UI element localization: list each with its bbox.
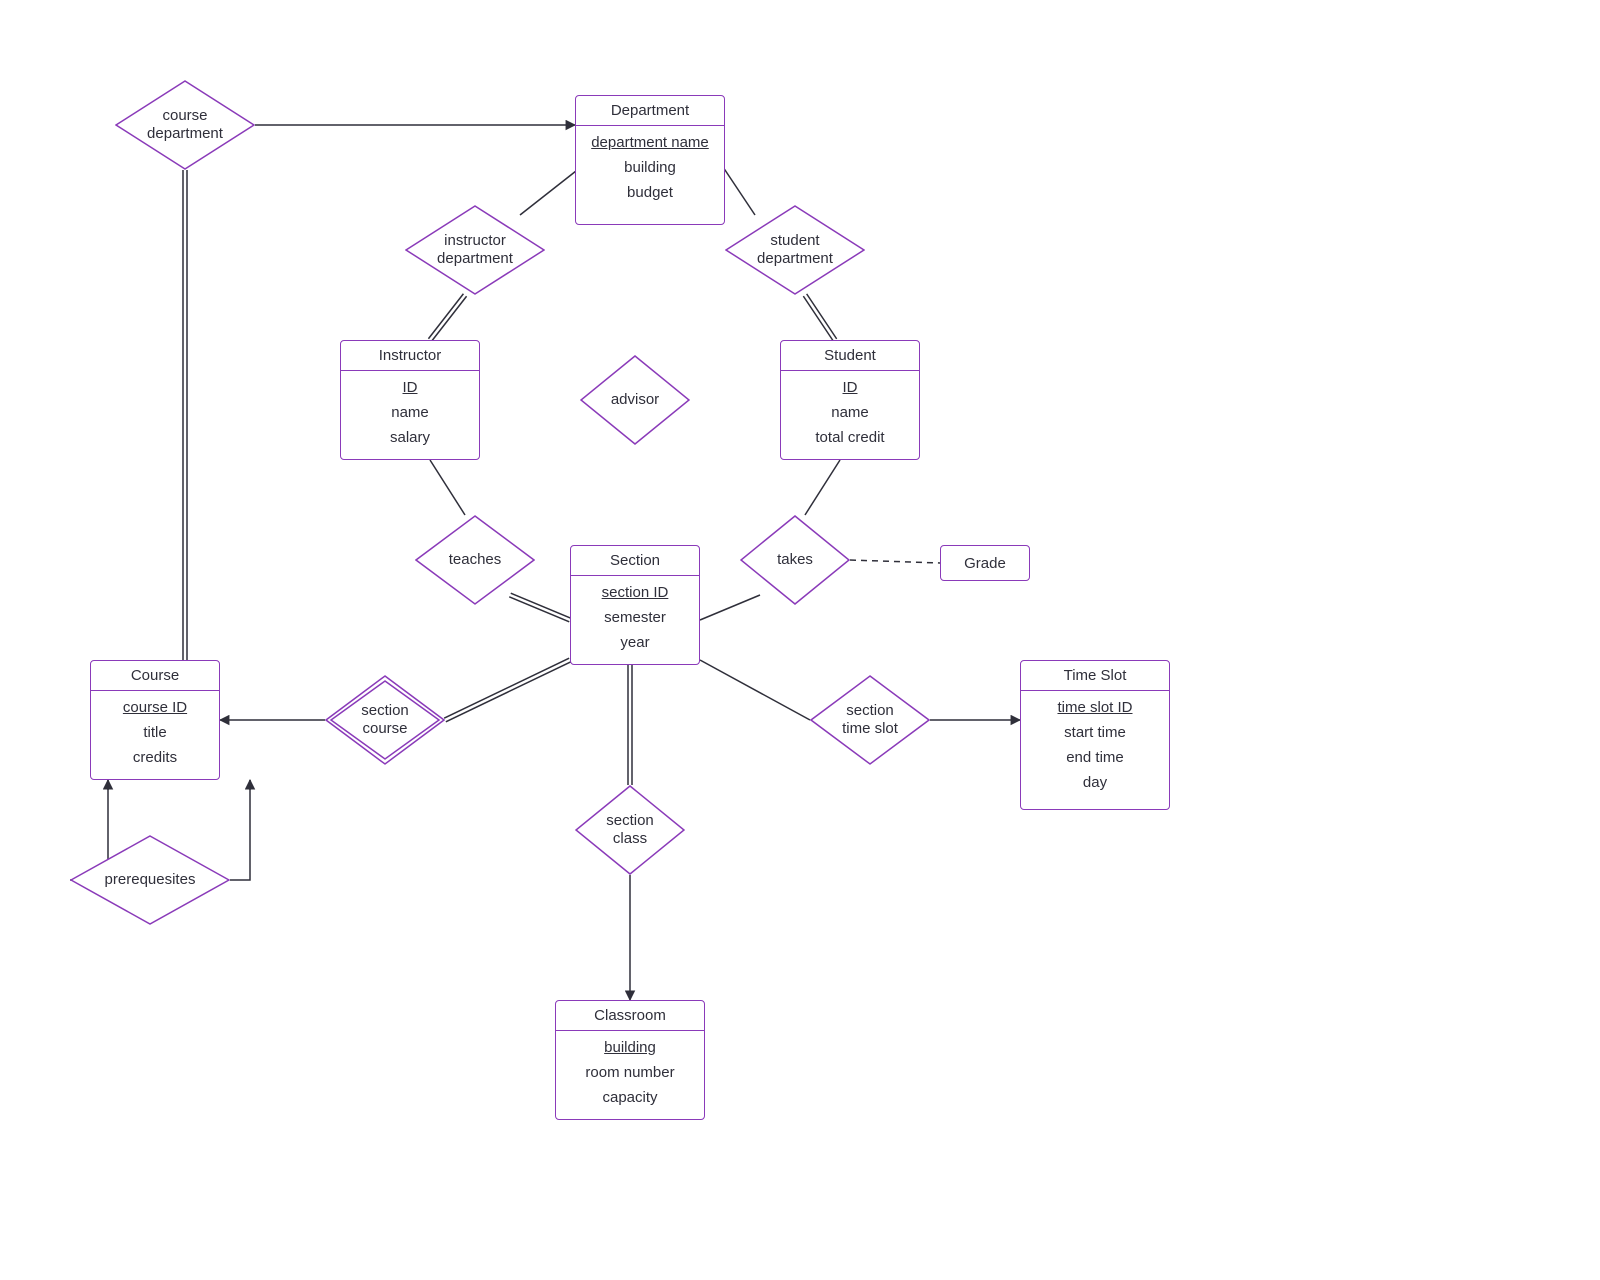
entity-attr: budget: [584, 180, 716, 205]
entity-name: Section: [571, 546, 699, 576]
entity-department: Department department namebuildingbudget: [575, 95, 725, 225]
relationship-label: advisor: [611, 391, 659, 409]
entity-name: Instructor: [341, 341, 479, 371]
relationship-label: prerequesites: [105, 871, 196, 889]
relationship-label: sectionclass: [606, 812, 654, 848]
entity-attr: semester: [579, 605, 691, 630]
entity-name: Student: [781, 341, 919, 371]
entity-attr: ID: [789, 375, 911, 400]
entity-name: Classroom: [556, 1001, 704, 1031]
entity-attr: title: [99, 720, 211, 745]
entity-attr: time slot ID: [1029, 695, 1161, 720]
entity-attr: capacity: [564, 1085, 696, 1110]
relationship-label: coursedepartment: [147, 107, 223, 143]
entity-course: Course course IDtitlecredits: [90, 660, 220, 780]
er-diagram-canvas: Departmentdepartment namebuildingbudgetI…: [0, 0, 1600, 1280]
attribute-grade: Grade: [940, 545, 1030, 581]
entity-attr: day: [1029, 770, 1161, 795]
entity-name: Course: [91, 661, 219, 691]
entity-attr: department name: [584, 130, 716, 155]
entity-attr: end time: [1029, 745, 1161, 770]
relationship-label: sectiontime slot: [842, 702, 898, 738]
entity-instructor: Instructor IDnamesalary: [340, 340, 480, 460]
entity-student: Student IDnametotal credit: [780, 340, 920, 460]
relationship-label: takes: [777, 551, 813, 569]
entity-attr: ID: [349, 375, 471, 400]
entity-classroom: Classroom buildingroom numbercapacity: [555, 1000, 705, 1120]
entity-attr: salary: [349, 425, 471, 450]
entity-attr: name: [789, 400, 911, 425]
entity-name: Department: [576, 96, 724, 126]
entity-attr: start time: [1029, 720, 1161, 745]
entity-attr: room number: [564, 1060, 696, 1085]
entity-section: Section section IDsemesteryear: [570, 545, 700, 665]
relationship-section_timeslot: sectiontime slot: [810, 675, 930, 765]
relationship-takes: takes: [740, 515, 850, 605]
entity-timeslot: Time Slot time slot IDstart timeend timed…: [1020, 660, 1170, 810]
relationship-label: studentdepartment: [757, 232, 833, 268]
relationship-advisor: advisor: [580, 355, 690, 445]
entity-attr: total credit: [789, 425, 911, 450]
entity-attr: year: [579, 630, 691, 655]
relationship-label: teaches: [449, 551, 502, 569]
entity-name: Time Slot: [1021, 661, 1169, 691]
relationship-label: sectioncourse: [361, 702, 409, 738]
relationship-section_course: sectioncourse: [325, 675, 445, 765]
entity-attr: section ID: [579, 580, 691, 605]
relationship-student_department: studentdepartment: [725, 205, 865, 295]
relationship-instructor_department: instructordepartment: [405, 205, 545, 295]
relationship-course_department: coursedepartment: [115, 80, 255, 170]
relationship-section_class: sectionclass: [575, 785, 685, 875]
entity-attr: credits: [99, 745, 211, 770]
relationship-prerequisites: prerequesites: [70, 835, 230, 925]
entity-attr: name: [349, 400, 471, 425]
entity-attr: building: [564, 1035, 696, 1060]
relationship-teaches: teaches: [415, 515, 535, 605]
entity-attr: building: [584, 155, 716, 180]
entity-attr: course ID: [99, 695, 211, 720]
relationship-label: instructordepartment: [437, 232, 513, 268]
